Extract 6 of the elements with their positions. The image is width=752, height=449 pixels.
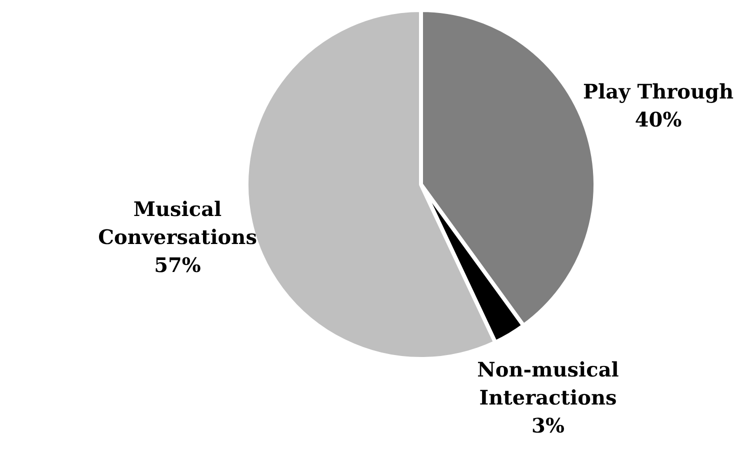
data-label: 3% — [532, 413, 564, 438]
data-label: 40% — [634, 108, 682, 132]
slice-label: Play Through — [583, 80, 734, 104]
slice-label: Musical Conversations — [98, 197, 257, 250]
slice-label: Non-musical Interactions — [477, 357, 620, 410]
data-label: 57% — [154, 253, 201, 278]
